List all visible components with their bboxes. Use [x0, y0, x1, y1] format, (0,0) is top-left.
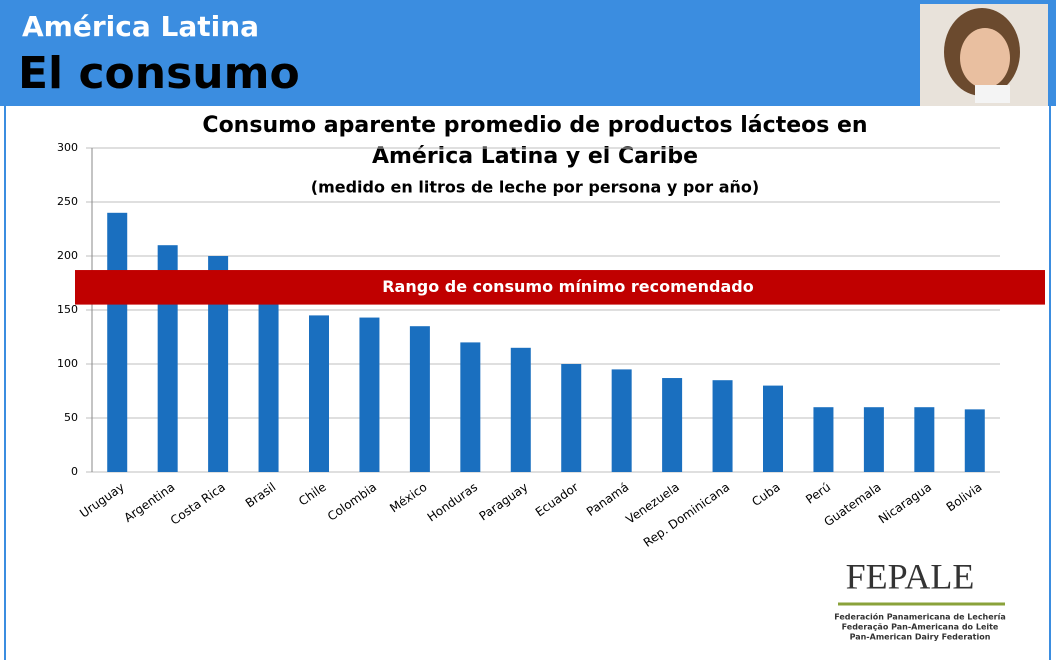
bar	[258, 293, 279, 472]
x-tick-label: Cuba	[749, 480, 782, 509]
x-tick-label: Bolivia	[944, 480, 985, 514]
bar	[510, 347, 531, 472]
bar	[712, 380, 733, 472]
x-tick-label: Panamá	[584, 480, 631, 519]
photo	[920, 4, 1048, 106]
bar	[561, 364, 582, 472]
recommended-band	[75, 270, 1045, 305]
x-tick-label: Nicaragua	[876, 480, 934, 527]
x-tick-label: Rep. Dominicana	[641, 480, 732, 550]
bar	[914, 407, 935, 472]
logo-line: Federación Panamericana de Lechería	[834, 612, 1006, 622]
bar	[964, 409, 985, 472]
bar	[107, 212, 128, 473]
band-label: Rango de consumo mínimo recomendado	[382, 277, 754, 296]
x-tick-label: Honduras	[425, 480, 480, 525]
bar	[359, 317, 380, 472]
bar	[460, 342, 481, 472]
y-tick-label: 50	[64, 411, 78, 424]
photo-cup	[975, 85, 1010, 103]
y-tick-label: 200	[57, 249, 78, 262]
y-tick-label: 0	[71, 465, 78, 478]
bar	[409, 326, 430, 472]
x-tick-label: Costa Rica	[168, 480, 228, 528]
x-tick-label: Chile	[296, 480, 329, 509]
bar	[763, 385, 783, 472]
x-tick-label: Paraguay	[477, 480, 531, 524]
y-tick-label: 100	[57, 357, 78, 370]
y-tick-label: 300	[57, 141, 78, 154]
y-tick-label: 150	[57, 303, 78, 316]
logo-line: Pan-American Dairy Federation	[850, 633, 991, 642]
bar	[863, 407, 884, 472]
bar	[662, 378, 683, 472]
logo-name: FEPALE	[846, 556, 975, 596]
x-tick-label: Ecuador	[533, 480, 581, 520]
bar	[208, 256, 229, 472]
chart: 050100150200250300UruguayArgentinaCosta …	[57, 141, 1045, 550]
header-title: América Latina	[22, 10, 259, 43]
x-tick-label: Uruguay	[77, 480, 127, 521]
bar	[813, 407, 834, 472]
y-tick-label: 250	[57, 195, 78, 208]
photo-face	[960, 28, 1010, 88]
x-tick-label: Perú	[803, 480, 833, 507]
chart-subtitle: (medido en litros de leche por persona y…	[311, 178, 759, 197]
logo-line: Federação Pan-Americana do Leite	[842, 623, 999, 632]
x-tick-label: Colombia	[325, 480, 379, 524]
x-tick-label: Guatemala	[821, 480, 883, 529]
bar	[611, 369, 632, 472]
header-bar	[0, 0, 1056, 106]
header-subtitle: El consumo	[18, 48, 300, 99]
logo: FEPALE Federación Panamericana de Lecher…	[834, 556, 1006, 641]
x-tick-label: México	[387, 480, 429, 516]
chart-title: Consumo aparente promedio de productos l…	[202, 113, 867, 138]
x-tick-label: Brasil	[243, 480, 278, 511]
bar	[309, 315, 329, 472]
